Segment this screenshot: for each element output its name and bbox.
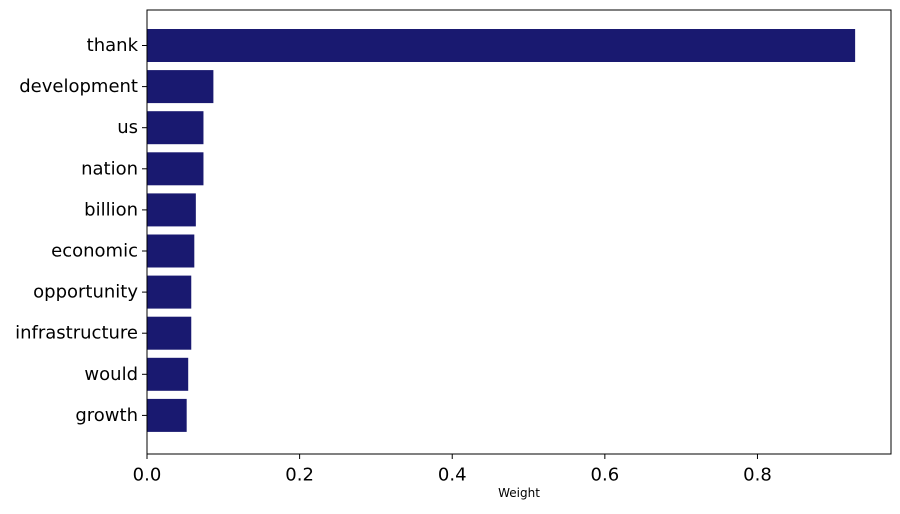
category-label: growth [75, 405, 138, 426]
category-label: development [19, 76, 138, 97]
category-label: us [117, 117, 138, 138]
category-label: infrastructure [15, 323, 138, 344]
x-tick-label: 0.4 [438, 465, 467, 486]
plot-frame [146, 9, 892, 455]
bars-group [147, 29, 856, 432]
bar-development [147, 70, 214, 104]
category-labels-group: thank development us nation billion economic o… [15, 35, 147, 426]
x-ticks-group: 0.0 0.2 0.4 0.6 0.8 [133, 454, 772, 486]
category-label: opportunity [33, 282, 138, 303]
x-tick-label: 0.8 [743, 465, 772, 486]
category-label: would [84, 364, 138, 385]
bar-infrastructure [147, 316, 192, 350]
x-axis-label: Weight [498, 486, 540, 500]
bar-us [147, 111, 204, 145]
x-tick-label: 0.2 [285, 465, 314, 486]
bar-economic [147, 234, 195, 268]
x-tick-label: 0.6 [591, 465, 620, 486]
bar-thank [147, 29, 856, 62]
bar-opportunity [147, 275, 192, 309]
x-tick-label: 0.0 [133, 465, 162, 486]
bar-would [147, 357, 189, 391]
bar-billion [147, 193, 196, 227]
category-label: economic [51, 241, 138, 262]
bar-nation [147, 152, 204, 186]
category-label: nation [81, 158, 138, 179]
category-label: thank [87, 35, 139, 56]
category-label: billion [84, 199, 138, 220]
bar-growth [147, 398, 187, 432]
